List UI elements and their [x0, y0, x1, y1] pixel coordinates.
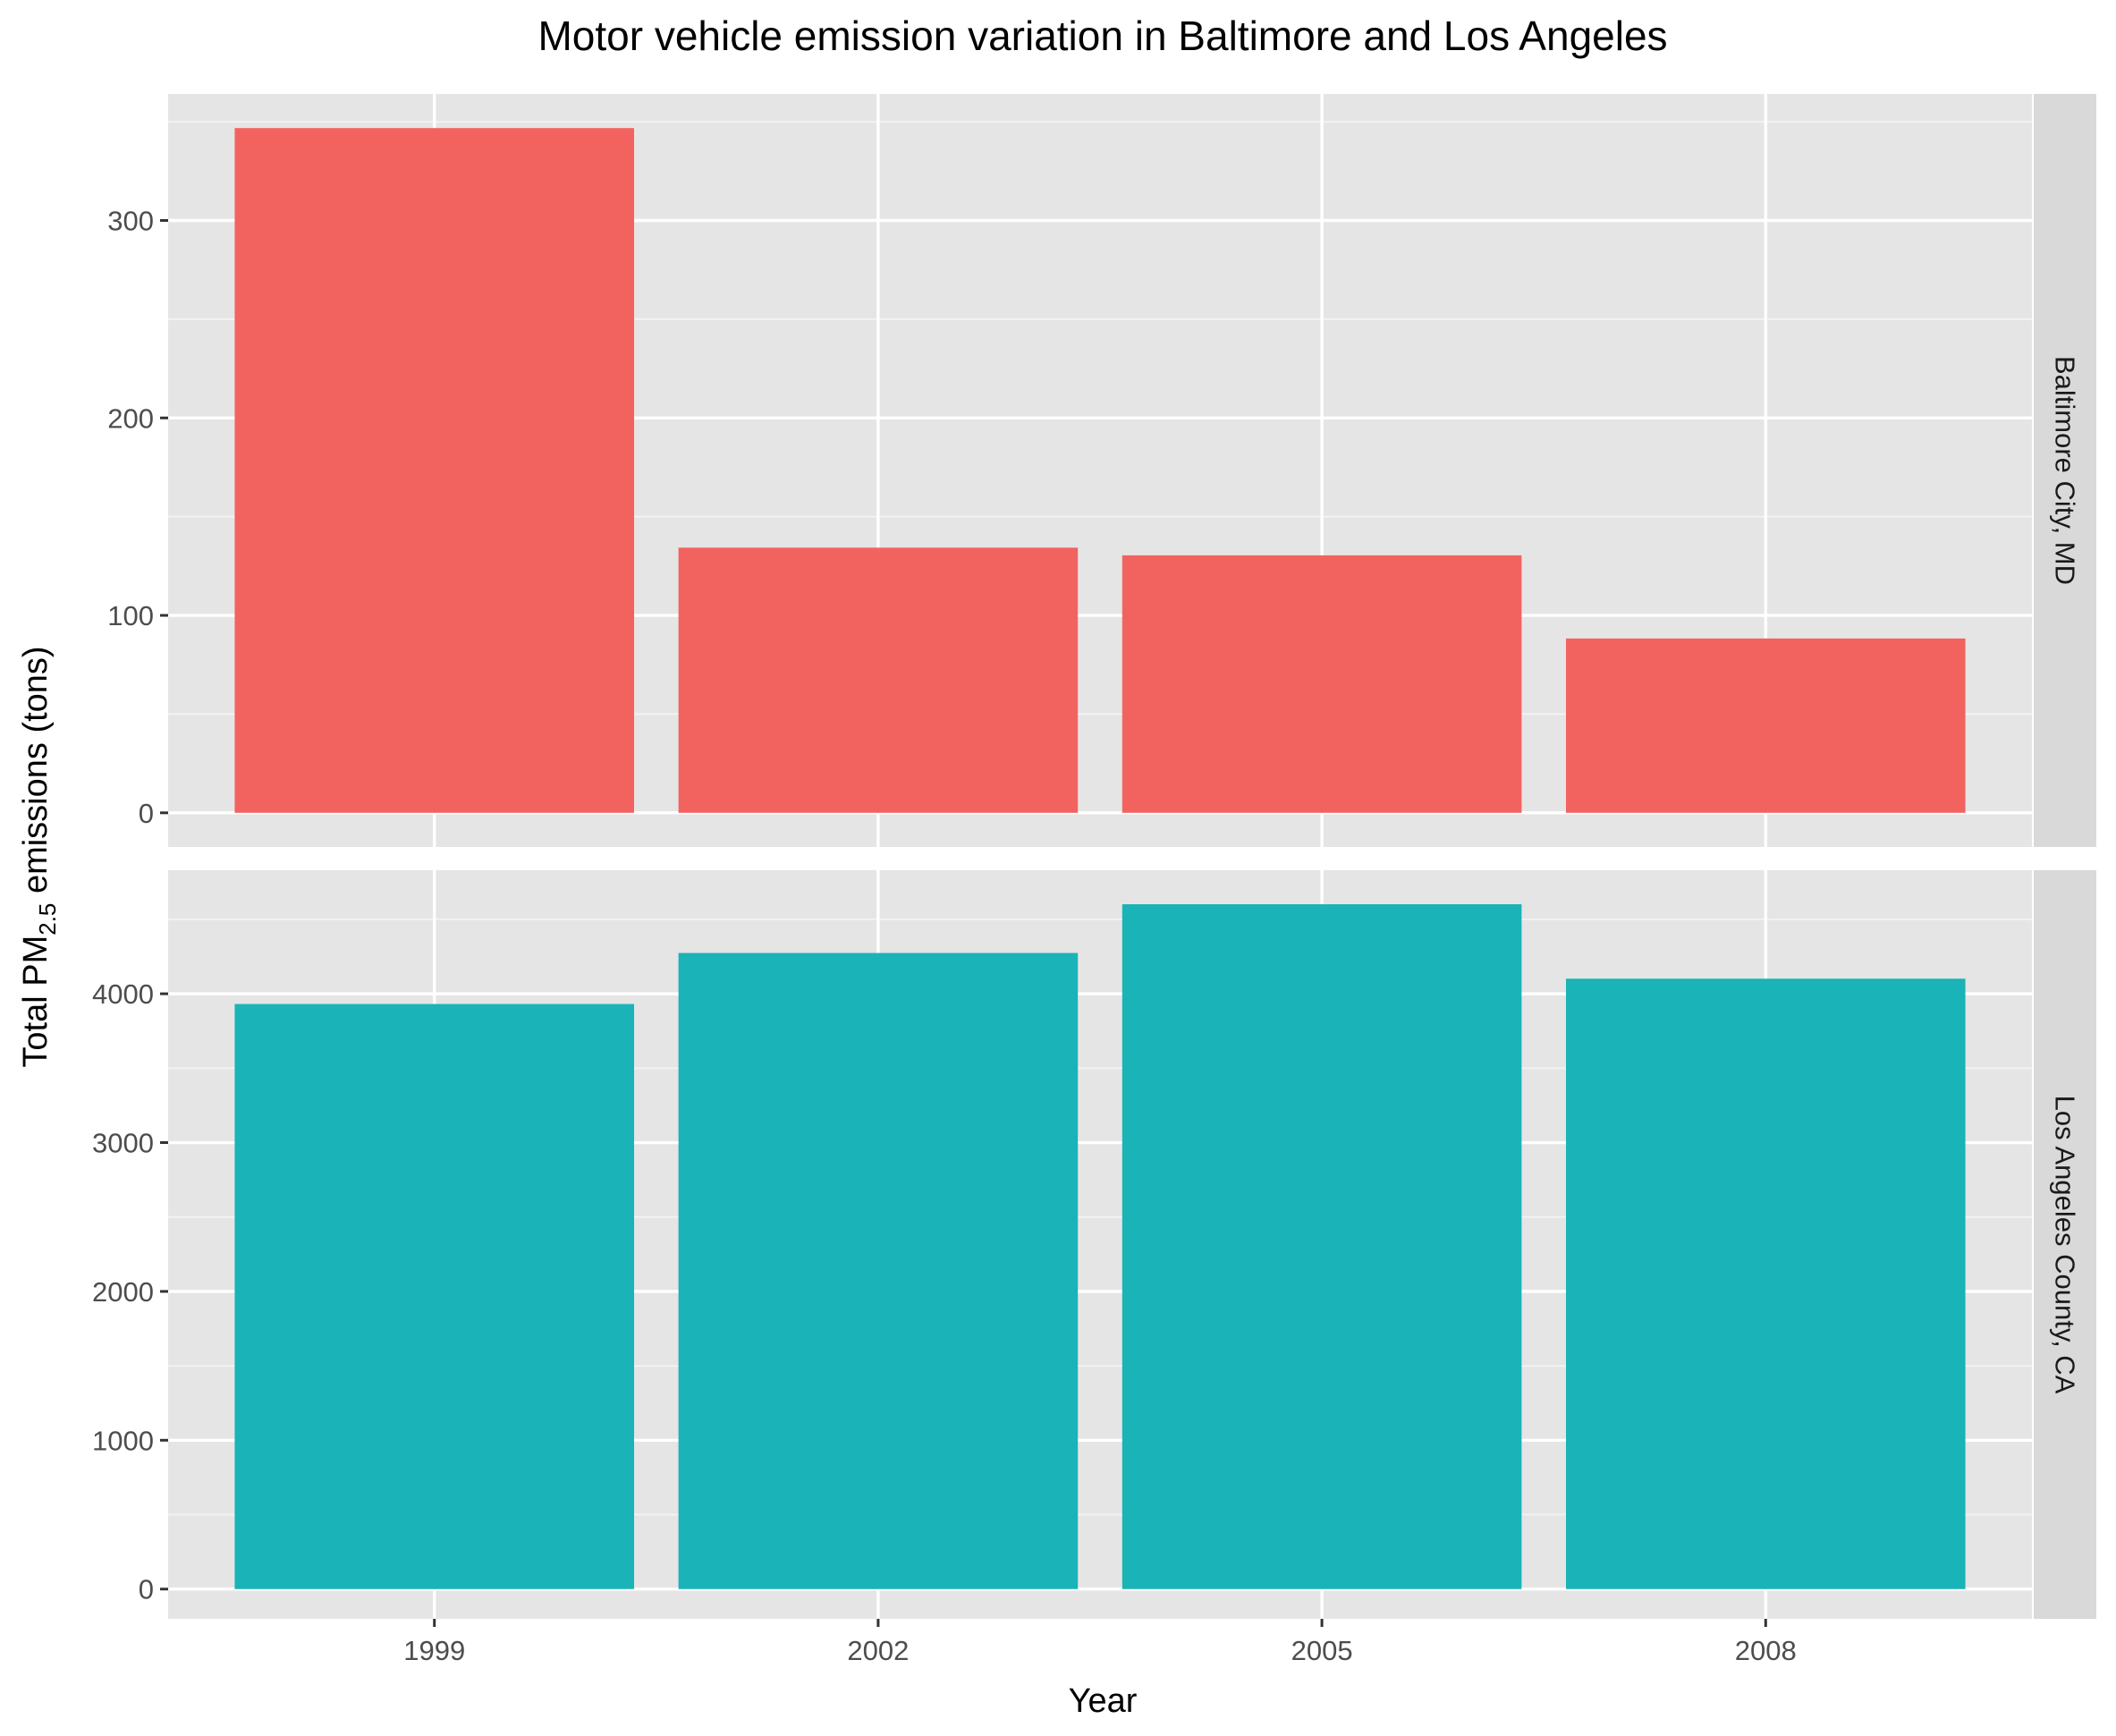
y-tick-label: 200	[107, 402, 154, 434]
bar	[234, 128, 634, 813]
bar	[678, 953, 1079, 1589]
y-tick-label: 3000	[92, 1128, 154, 1159]
bar	[1121, 904, 1522, 1589]
bar	[1121, 555, 1522, 813]
facet-strip-label: Los Angeles County, CA	[2050, 1096, 2081, 1394]
chart-title: Motor vehicle emission variation in Balt…	[537, 13, 1667, 59]
facet-panel: 0 100 200 300 Baltimore City, MD	[107, 94, 2096, 847]
facet-panel: 0 1000 2000 3000 4000 Los Angeles County, CA	[92, 870, 2096, 1619]
x-tick-label: 1999	[403, 1635, 465, 1666]
facet-strip-label: Baltimore City, MD	[2050, 356, 2081, 585]
y-axis-label-subscript: 2.5	[34, 903, 61, 936]
facet-strip	[2034, 94, 2096, 847]
y-axis-label-prefix: Total PM	[17, 936, 55, 1068]
y-tick-label: 100	[107, 600, 154, 631]
facet-strip	[2034, 870, 2096, 1619]
bar	[678, 547, 1079, 813]
y-tick-label: 2000	[92, 1276, 154, 1308]
y-tick-label: 0	[139, 798, 154, 829]
x-tick-label: 2005	[1291, 1635, 1353, 1666]
y-tick-label: 300	[107, 206, 154, 237]
x-axis-tick-labels: 1999 2002 2005 2008	[403, 1619, 1797, 1666]
bar	[1566, 638, 1966, 813]
x-tick-label: 2008	[1735, 1635, 1797, 1666]
y-tick-label: 4000	[92, 978, 154, 1010]
y-tick-label: 0	[139, 1574, 154, 1605]
x-tick-label: 2002	[847, 1635, 909, 1666]
y-axis-label: Total PM2.5 emissions (tons)	[17, 646, 61, 1067]
y-axis-label-suffix: emissions (tons)	[17, 646, 55, 902]
x-axis-label: Year	[1069, 1682, 1138, 1720]
facet-panels: 0 100 200 300 Baltimore City, MD 0 1000 2000 300…	[92, 94, 2096, 1619]
y-tick-label: 1000	[92, 1425, 154, 1456]
bar	[234, 1003, 634, 1589]
bar	[1566, 978, 1966, 1589]
